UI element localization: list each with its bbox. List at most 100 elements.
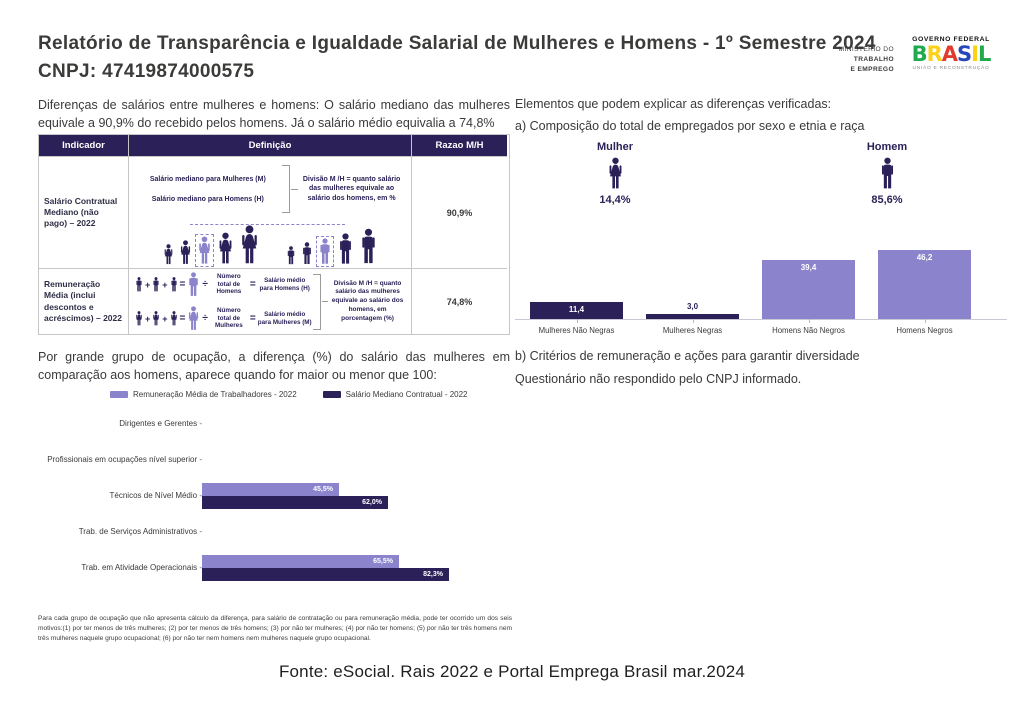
bracket-shape <box>312 273 321 330</box>
legend-label: Salário Mediano Contratual - 2022 <box>345 390 468 399</box>
section-a-heading: a) Composição do total de empregados por… <box>515 119 865 133</box>
footnote-text: Para cada grupo de ocupação que não apre… <box>38 615 512 642</box>
bar: 11,4 <box>530 302 623 319</box>
brasil-logo-letter: A <box>941 42 958 66</box>
uniao-reconstrucao-label: UNIÃO E RECONSTRUÇÃO <box>912 66 990 72</box>
bar: 82,3% <box>202 568 449 581</box>
page-title: Relatório de Transparência e Igualdade S… <box>38 33 876 54</box>
brasil-logo-letter: R <box>926 42 943 66</box>
man-icon <box>879 157 896 190</box>
equals-sign: = <box>249 279 256 290</box>
category-label: Trab. em Atividade Operacionais <box>38 563 202 573</box>
demographics-bar-chart: 11,4 Mulheres Não Negras 3,0 Mulheres Negra… <box>515 243 1007 335</box>
man-icon <box>301 242 313 265</box>
section-b-heading: b) Critérios de remuneração e ações para… <box>515 349 860 363</box>
chart-legend: Remuneração Média de Trabalhadores - 202… <box>110 390 468 399</box>
plus-sign: + <box>145 279 151 290</box>
divide-sign: ÷ <box>202 313 208 324</box>
legend-label: Remuneração Média de Trabalhadores - 202… <box>133 390 297 399</box>
bar-group: 45,5% 62,0% <box>202 483 388 509</box>
mulher-label: Mulher <box>596 141 634 153</box>
governo-federal-label: GOVERNO FEDERAL <box>912 36 990 43</box>
equals-sign: = <box>249 313 256 324</box>
bar-value-label: 45,5% <box>313 486 333 493</box>
bar: 65,5% <box>202 555 399 568</box>
woman-icon <box>187 306 200 331</box>
intro-paragraph: Diferenças de salários entre mulheres e … <box>38 98 510 130</box>
bar-value-label: 3,0 <box>686 302 699 311</box>
brasil-logo: BRASIL <box>905 43 997 65</box>
bar-value-label: 46,2 <box>916 253 933 262</box>
table-header-indicador: Indicador <box>39 135 129 157</box>
occupation-row: Técnicos de Nível Médio 45,5% 62,0% <box>38 478 508 514</box>
homem-label: Homem <box>866 141 908 153</box>
bar <box>646 314 739 319</box>
median-salary-illustration <box>135 215 405 267</box>
ratio-value: 90,9% <box>412 157 507 269</box>
definition-note: Divisão M /H = quanto salário das mulher… <box>302 175 401 202</box>
homem-block: Homem 85,6% <box>842 141 932 206</box>
man-icon <box>135 277 143 292</box>
equals-sign: = <box>179 279 186 290</box>
section-b-note: Questionário não respondido pelo CNPJ in… <box>515 372 802 386</box>
table-header-razao: Razao M/H <box>412 135 507 157</box>
woman-icon <box>239 225 260 265</box>
ministry-logo: MINISTÉRIO DO TRABALHO E EMPREGO <box>832 45 894 75</box>
ministry-line: MINISTÉRIO DO <box>838 46 894 53</box>
occupation-row: Trab. em Atividade Operacionais 65,5% 82,3… <box>38 550 508 586</box>
category-label: Mulheres Não Negras <box>538 326 615 335</box>
brasil-logo-letter: I <box>971 42 979 66</box>
legend-item: Remuneração Média de Trabalhadores - 202… <box>110 390 297 399</box>
ratio-value: 74,8% <box>446 296 473 307</box>
woman-icon <box>152 311 160 326</box>
bracket-dash <box>291 188 299 190</box>
equals-sign: = <box>179 313 186 324</box>
equation-label: Número total de Homens <box>216 272 242 296</box>
man-icon <box>170 277 178 292</box>
men-average-equation: + + = ÷ Número total de Homens = Salário… <box>135 272 312 297</box>
ministry-line: E EMPREGO <box>850 65 894 73</box>
source-text: Fonte: eSocial. Rais 2022 e Portal Empre… <box>278 662 746 681</box>
demographic-column: 39,4 Homens Não Negros <box>762 243 855 335</box>
legend-swatch-dark <box>322 391 341 398</box>
cnpj-number: CNPJ: 47419874000575 <box>38 61 255 82</box>
indicator-name: Remuneração Média (inclui descontos e ac… <box>39 269 129 334</box>
brasil-logo-letter: B <box>911 42 928 66</box>
bar-value-label: 11,4 <box>568 305 585 314</box>
bar: 45,5% <box>202 483 339 496</box>
highlighted-median-woman <box>194 234 214 267</box>
category-label: Técnicos de Nível Médio <box>38 491 202 501</box>
woman-icon <box>170 311 178 326</box>
women-group <box>163 225 260 267</box>
man-icon <box>286 246 296 265</box>
woman-icon <box>197 236 212 265</box>
category-label: Mulheres Negras <box>662 326 723 335</box>
category-label: Dirigentes e Gerentes <box>38 419 202 429</box>
woman-icon <box>163 244 174 265</box>
woman-icon <box>217 232 234 265</box>
demographic-column: 3,0 Mulheres Negras <box>646 243 739 335</box>
occupation-bar-chart: Dirigentes e Gerentes Profissionais em oc… <box>38 406 508 586</box>
equation-label: Número total de Mulheres <box>215 306 243 330</box>
equation-label: Salário médio para Homens (H) <box>259 276 310 292</box>
demographic-column: 46,2 Homens Negros <box>878 243 971 335</box>
woman-icon <box>135 311 143 326</box>
homem-percentage: 85,6% <box>871 194 903 206</box>
woman-icon <box>607 157 624 190</box>
definition-line: Salário mediano para Mulheres (M) <box>149 175 266 183</box>
definition-cell: + + = ÷ Número total de Homens = Salário… <box>129 269 412 334</box>
occupation-row: Trab. de Serviços Administrativos <box>38 514 508 550</box>
men-group <box>286 228 378 267</box>
man-icon <box>337 233 354 265</box>
category-label: Homens Não Negros <box>772 326 845 335</box>
table-header-definicao: Definição <box>129 135 412 157</box>
equation-label: Salário médio para Mulheres (M) <box>257 310 312 326</box>
legend-item: Salário Mediano Contratual - 2022 <box>322 390 468 399</box>
bracket-dash <box>321 301 329 302</box>
plus-sign: + <box>162 279 168 290</box>
ministry-line: TRABALHO <box>853 55 894 63</box>
bar: 62,0% <box>202 496 388 509</box>
divide-sign: ÷ <box>202 279 208 290</box>
dashed-reference-line <box>190 224 345 225</box>
elements-heading: Elementos que podem explicar as diferenç… <box>515 97 832 111</box>
